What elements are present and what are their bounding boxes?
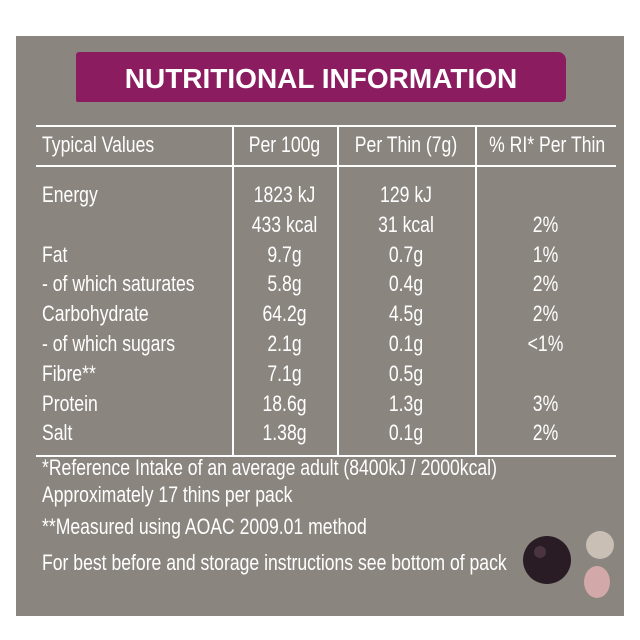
cell: 1.3g	[388, 390, 424, 416]
seed	[586, 531, 614, 559]
cell: <1%	[527, 331, 564, 356]
footnote: **Measured using AOAC 2009.01 method	[42, 514, 367, 539]
cell: 5.8g	[267, 271, 302, 297]
row-label: - of which saturates	[42, 271, 195, 297]
row-label: Carbohydrate	[42, 301, 149, 327]
pepper	[523, 536, 571, 584]
cell: 1823 kJ	[253, 182, 316, 207]
cell: 2%	[532, 211, 559, 237]
cell: 64.2g	[262, 301, 307, 327]
table-rule	[36, 165, 616, 167]
row-label: Fibre**	[42, 360, 96, 386]
cell: 0.5g	[388, 360, 424, 386]
seed	[584, 566, 610, 598]
row-label: Protein	[42, 390, 98, 416]
cell: 7.1g	[267, 360, 302, 386]
header-cell: Per Thin (7g)	[354, 132, 458, 157]
footnote: Approximately 17 thins per pack	[42, 482, 293, 507]
cell: 2%	[532, 420, 559, 446]
row-label: - of which sugars	[42, 331, 176, 356]
cell: 0.7g	[388, 241, 424, 267]
cell: 31 kcal	[378, 211, 434, 237]
header-cell: Typical Values	[42, 132, 155, 157]
cell: 18.6g	[262, 390, 307, 416]
table-rule	[36, 125, 616, 127]
footnote: For best before and storage instructions…	[42, 550, 507, 575]
cell: 2.1g	[267, 331, 302, 356]
pepper-shine	[534, 546, 546, 558]
column-rule	[475, 125, 477, 455]
column-rule	[337, 125, 339, 455]
cell: 9.7g	[267, 241, 302, 267]
title: NUTRITIONAL INFORMATION	[124, 63, 518, 94]
table-rule	[36, 455, 616, 457]
cell: 0.4g	[388, 271, 424, 297]
cell: 4.5g	[388, 301, 424, 327]
panel	[16, 36, 624, 616]
cell: 433 kcal	[251, 211, 318, 237]
cell: 129 kJ	[380, 182, 432, 207]
cell: 2%	[532, 271, 559, 297]
column-rule	[232, 125, 234, 455]
header-cell: % RI* Per Thin	[489, 132, 606, 157]
cell: 0.1g	[388, 331, 424, 356]
header-cell: Per 100g	[248, 132, 321, 157]
cell: 1.38g	[262, 420, 307, 446]
cell: 1%	[532, 241, 559, 267]
row-label: Energy	[42, 182, 98, 207]
row-label: Fat	[42, 241, 68, 267]
row-label: Salt	[42, 420, 73, 446]
cell: 2%	[532, 301, 559, 327]
title-banner	[76, 52, 566, 102]
footnote: *Reference Intake of an average adult (8…	[42, 455, 497, 480]
cell: 0.1g	[388, 420, 424, 446]
cell: 3%	[532, 390, 559, 416]
